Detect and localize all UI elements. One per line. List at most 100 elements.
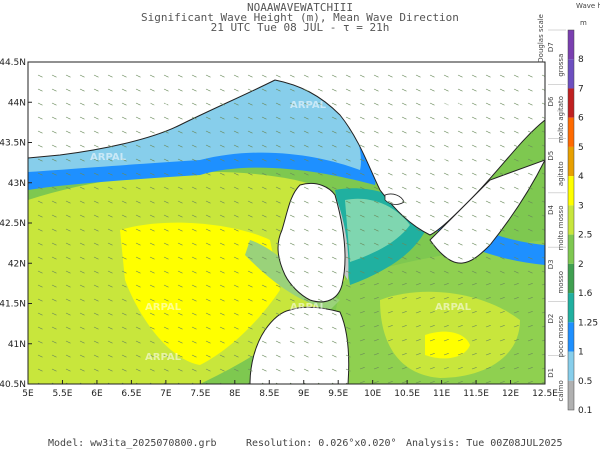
direction-arrow [499, 270, 505, 274]
direction-arrow [317, 200, 323, 204]
direction-arrow [37, 270, 43, 274]
direction-arrow [121, 102, 127, 106]
direction-arrow [37, 326, 43, 330]
direction-arrow [37, 74, 43, 78]
watermark: ARPAL [290, 404, 327, 415]
direction-arrow [191, 312, 197, 316]
direction-arrow [485, 116, 491, 120]
direction-arrow [163, 74, 169, 78]
direction-arrow [387, 311, 393, 314]
direction-arrow [219, 130, 225, 134]
direction-arrow [205, 88, 211, 92]
direction-arrow [107, 200, 113, 204]
direction-arrow [135, 312, 141, 316]
direction-arrow [289, 326, 295, 330]
direction-arrow [275, 200, 281, 204]
direction-arrow [429, 130, 435, 134]
direction-arrow [191, 214, 197, 218]
direction-arrow [275, 116, 281, 120]
direction-arrow [345, 186, 351, 190]
direction-arrow [65, 368, 71, 372]
direction-arrow [191, 256, 197, 260]
direction-arrow [359, 283, 365, 286]
lon-label: 6E [91, 389, 103, 399]
direction-arrow [303, 172, 309, 176]
direction-arrow [51, 158, 57, 162]
direction-arrow [471, 116, 477, 120]
map-title-line2: Significant Wave Height (m), Mean Wave D… [141, 11, 459, 24]
direction-arrow [163, 116, 169, 120]
direction-arrow [247, 228, 253, 232]
lat-label: 42N [8, 259, 26, 269]
direction-arrow [541, 228, 545, 231]
direction-arrow [401, 158, 407, 162]
direction-arrow [247, 368, 253, 372]
direction-arrow [443, 283, 449, 286]
direction-arrow [485, 74, 491, 78]
direction-arrow [373, 339, 379, 342]
direction-arrow [513, 325, 519, 328]
direction-arrow [107, 228, 113, 232]
direction-arrow [331, 74, 337, 78]
direction-arrow [51, 326, 57, 330]
lon-label: 7E [160, 389, 172, 399]
lat-label: 40.5N [0, 380, 26, 390]
direction-arrow [289, 340, 295, 344]
direction-arrow [135, 382, 139, 384]
direction-arrow [163, 158, 169, 162]
direction-arrow [527, 339, 533, 342]
direction-arrow [345, 102, 351, 106]
direction-arrow [527, 228, 533, 232]
direction-arrow [289, 368, 295, 372]
direction-arrow [387, 158, 393, 162]
lon-label: 10.5E [394, 389, 420, 399]
colorbar-tick-label: 0.1 [578, 406, 592, 416]
direction-arrow [471, 186, 477, 190]
direction-arrow [345, 284, 351, 288]
direction-arrow [177, 200, 183, 204]
longitude-labels: 5E 5.5E 6E 6.5E 7E 7.5E 8E 8.5E 9E 9.5E 10E 10.5E 11… [22, 380, 558, 399]
direction-arrow [513, 283, 519, 286]
direction-arrow [429, 367, 435, 370]
direction-arrow [191, 368, 197, 372]
direction-arrow [317, 74, 323, 78]
direction-arrow [261, 354, 267, 358]
watermark: ARPAL [435, 100, 472, 111]
direction-arrow [471, 242, 477, 246]
direction-arrow [443, 186, 449, 190]
direction-arrow [303, 270, 309, 274]
land-sardinia [249, 306, 350, 384]
direction-arrow [121, 368, 127, 372]
direction-arrow [289, 144, 295, 148]
direction-arrow [359, 367, 365, 370]
direction-arrow [471, 144, 477, 148]
direction-arrow [443, 144, 449, 148]
direction-arrow [499, 325, 505, 328]
direction-arrow [485, 270, 491, 274]
direction-arrow [233, 256, 239, 260]
direction-arrow [401, 283, 407, 286]
footer-analysis: Analysis: Tue 00Z08JUL2025 [406, 438, 563, 449]
direction-arrow [317, 186, 323, 190]
colorbar-cell [568, 146, 574, 177]
direction-arrow [191, 242, 197, 246]
direction-arrow [177, 172, 183, 176]
direction-arrow [485, 186, 491, 190]
direction-arrow [485, 102, 491, 106]
colorbar-cell [568, 176, 574, 206]
direction-arrow [219, 144, 225, 148]
direction-arrow [261, 200, 267, 204]
douglas-code: D7 [547, 42, 555, 52]
direction-arrow [485, 353, 491, 356]
direction-arrow [527, 325, 533, 328]
direction-arrow [471, 311, 477, 314]
direction-arrow [345, 200, 351, 204]
direction-arrow [527, 74, 533, 78]
direction-arrow [79, 116, 85, 120]
direction-arrow [345, 130, 351, 134]
lon-label: 10E [364, 389, 381, 399]
direction-arrow [191, 228, 197, 232]
direction-arrow [177, 382, 181, 384]
direction-arrow [65, 102, 71, 106]
direction-arrow [107, 298, 113, 302]
